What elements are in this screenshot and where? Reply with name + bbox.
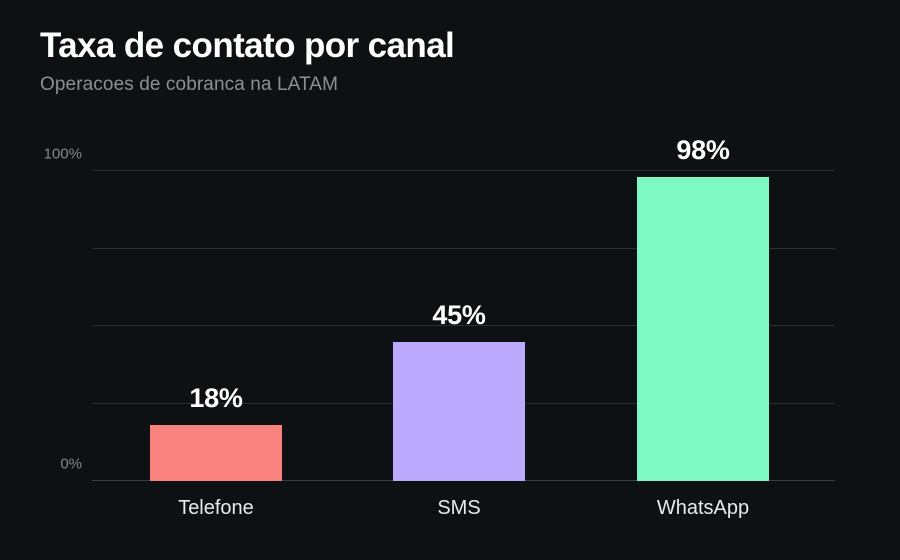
page-title: Taxa de contato por canal bbox=[40, 26, 455, 65]
y-axis-tick-label: 100% bbox=[43, 145, 82, 163]
bar-group-sms: 45% SMS bbox=[393, 171, 525, 519]
bar-group-whatsapp: 98% WhatsApp bbox=[637, 135, 769, 519]
gridline bbox=[92, 170, 835, 171]
bar-telefone[interactable] bbox=[150, 425, 282, 481]
x-axis-category-label: WhatsApp bbox=[656, 497, 750, 519]
chart-subtitle: Operacoes de cobranca na LATAM bbox=[40, 74, 339, 96]
bar-sms[interactable] bbox=[393, 341, 525, 481]
gridline bbox=[92, 325, 835, 326]
bar-chart-plot-area: 100% 0% 18% Telefone 45% SMS 98% WhatsApp bbox=[44, 135, 835, 519]
bar-group-telefone: 18% Telefone bbox=[150, 171, 282, 519]
bar-value-label: 45% bbox=[432, 299, 486, 330]
bar-value-label: 98% bbox=[676, 135, 730, 166]
y-axis-tick-label: 0% bbox=[60, 455, 82, 473]
gridline bbox=[92, 247, 835, 249]
bar-whatsapp[interactable] bbox=[637, 177, 769, 481]
bars-group: 18% Telefone 45% SMS 98% WhatsApp bbox=[92, 135, 835, 519]
chart-header: Taxa de contato por canal Operacoes de c… bbox=[40, 26, 455, 96]
bar-value-label: 18% bbox=[189, 383, 243, 414]
x-axis-category-label: SMS bbox=[437, 497, 481, 519]
x-axis-category-label: Telefone bbox=[178, 497, 254, 519]
